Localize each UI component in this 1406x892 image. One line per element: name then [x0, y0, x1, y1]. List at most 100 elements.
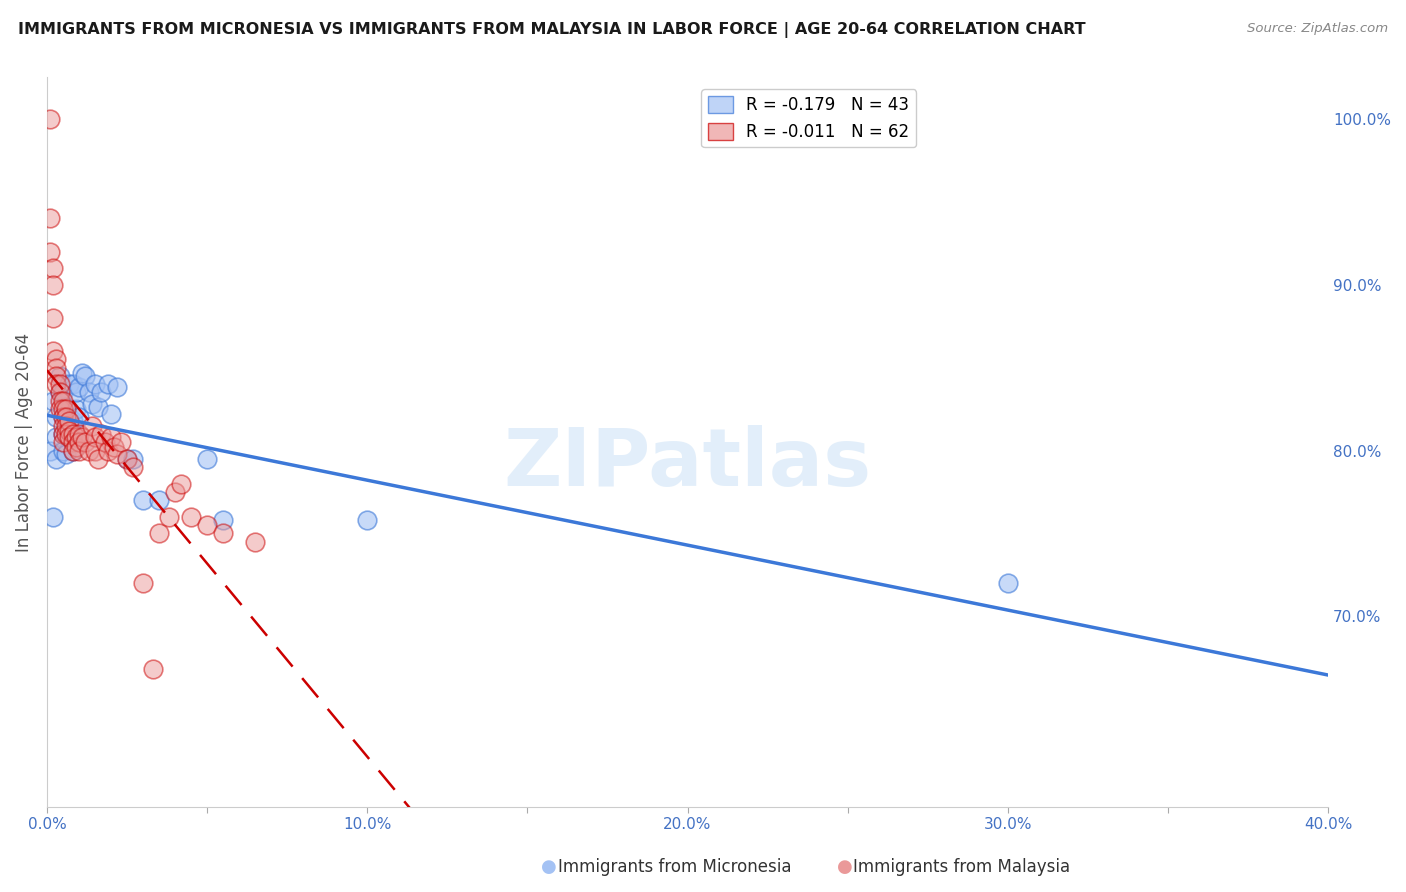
Point [42, 509, 65, 524]
Text: ●: ● [837, 858, 852, 876]
Point [212, 513, 235, 527]
Point [115, 451, 138, 466]
Point [122, 460, 145, 475]
Point [39, 112, 62, 126]
Point [67, 410, 90, 425]
Point [243, 534, 266, 549]
Point [45, 377, 67, 392]
Point [42, 310, 65, 325]
Point [70, 430, 93, 444]
Point [105, 380, 128, 394]
Point [55, 426, 77, 441]
Point [75, 368, 97, 383]
Point [67, 426, 90, 441]
Point [55, 402, 77, 417]
Point [58, 410, 80, 425]
Point [103, 440, 125, 454]
Point [997, 576, 1019, 591]
Point [62, 435, 84, 450]
Point [48, 385, 70, 400]
Point [52, 410, 75, 425]
Point [157, 509, 180, 524]
Point [45, 352, 67, 367]
Point [45, 368, 67, 383]
Point [45, 410, 67, 425]
Point [42, 393, 65, 408]
Point [105, 447, 128, 461]
Point [52, 443, 75, 458]
Point [58, 414, 80, 428]
Point [110, 435, 132, 450]
Point [55, 418, 77, 433]
Point [132, 493, 155, 508]
Point [52, 426, 75, 441]
Text: ●: ● [541, 858, 557, 876]
Point [163, 485, 186, 500]
Point [52, 418, 75, 433]
Point [62, 443, 84, 458]
Point [90, 385, 112, 400]
Point [77, 443, 100, 458]
Text: Immigrants from Malaysia: Immigrants from Malaysia [853, 858, 1070, 876]
Point [77, 385, 100, 400]
Point [87, 401, 110, 415]
Point [45, 451, 67, 466]
Y-axis label: In Labor Force | Age 20-64: In Labor Force | Age 20-64 [15, 333, 32, 552]
Point [180, 509, 202, 524]
Point [132, 576, 155, 591]
Point [42, 344, 65, 359]
Point [62, 377, 84, 392]
Point [212, 526, 235, 541]
Text: ZIPatlas: ZIPatlas [503, 425, 872, 503]
Point [67, 435, 90, 450]
Point [48, 393, 70, 408]
Point [55, 410, 77, 425]
Point [48, 377, 70, 392]
Point [52, 435, 75, 450]
Point [148, 526, 170, 541]
Point [42, 261, 65, 276]
Point [100, 407, 122, 421]
Point [142, 662, 165, 676]
Point [55, 401, 77, 415]
Point [84, 443, 107, 458]
Legend: R = -0.179   N = 43, R = -0.011   N = 62: R = -0.179 N = 43, R = -0.011 N = 62 [702, 89, 917, 147]
Point [52, 385, 75, 400]
Point [58, 430, 80, 444]
Point [70, 366, 93, 380]
Point [52, 393, 75, 408]
Point [65, 430, 87, 444]
Point [62, 443, 84, 458]
Point [39, 443, 62, 458]
Point [65, 385, 87, 400]
Point [148, 493, 170, 508]
Point [65, 440, 87, 454]
Text: Source: ZipAtlas.com: Source: ZipAtlas.com [1247, 22, 1388, 36]
Point [52, 402, 75, 417]
Point [39, 244, 62, 259]
Point [75, 435, 97, 450]
Point [58, 430, 80, 444]
Point [115, 451, 138, 466]
Point [62, 414, 84, 428]
Point [97, 377, 120, 392]
Point [84, 430, 107, 444]
Point [170, 476, 193, 491]
Point [55, 447, 77, 461]
Point [48, 402, 70, 417]
Point [42, 277, 65, 292]
Point [62, 426, 84, 441]
Point [48, 385, 70, 400]
Point [52, 426, 75, 441]
Point [39, 211, 62, 226]
Point [52, 410, 75, 425]
Point [100, 430, 122, 444]
Point [65, 402, 87, 417]
Point [84, 377, 107, 392]
Point [97, 443, 120, 458]
Point [90, 426, 112, 441]
Point [80, 418, 103, 433]
Point [45, 360, 67, 375]
Point [195, 451, 218, 466]
Point [93, 435, 115, 450]
